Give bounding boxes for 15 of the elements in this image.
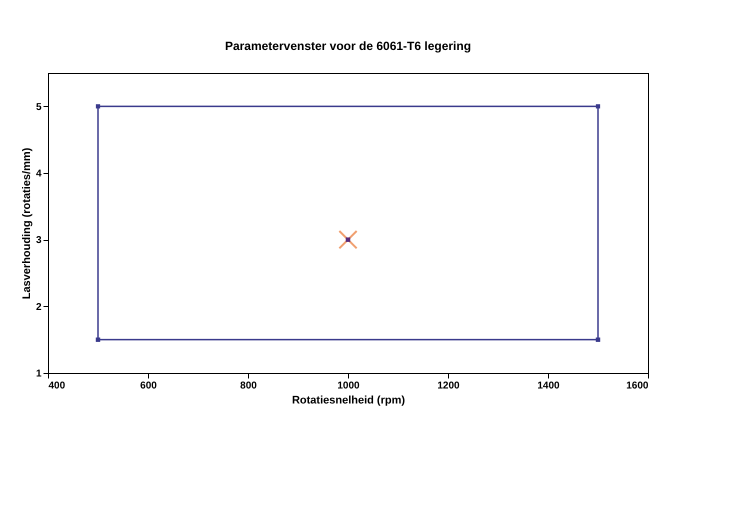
x-tick-label: 1200 [437, 380, 460, 392]
y-tick-label: 2 [36, 302, 42, 313]
y-axis-title: Lasverhouding (rotaties/mm) [20, 147, 33, 300]
x-axis-title: Rotatiesnelheid (rpm) [292, 394, 406, 406]
x-tick-label: 1400 [537, 380, 560, 392]
x-tick-label: 1000 [337, 380, 360, 392]
chart-title: Parametervenster voor de 6061-T6 legering [224, 39, 472, 53]
y-tick-label: 5 [36, 102, 42, 113]
y-tick-label: 1 [36, 368, 42, 380]
x-tick-label: 600 [140, 380, 158, 392]
x-tick-label: 1600 [626, 380, 649, 392]
x-tick-label: 400 [48, 380, 66, 392]
y-tick-label: 3 [36, 235, 42, 246]
x-tick-label: 800 [240, 380, 258, 392]
y-tick-label: 4 [36, 168, 42, 180]
